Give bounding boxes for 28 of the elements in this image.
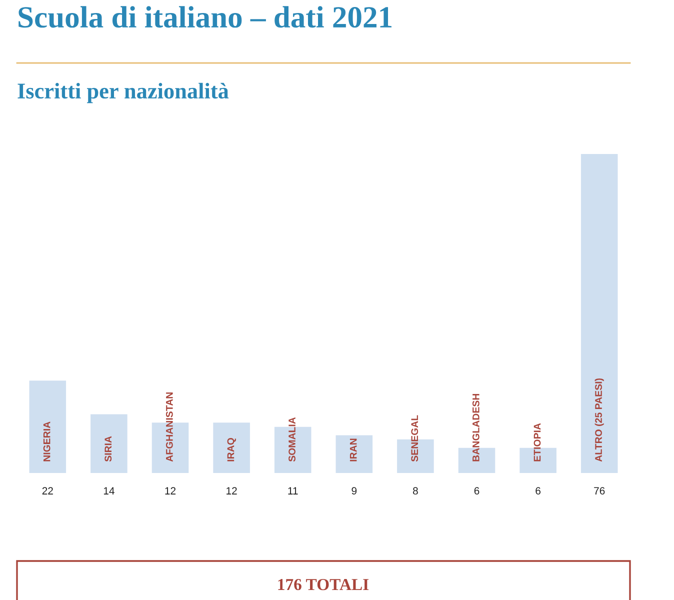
x-tick-label: IRAN: [350, 438, 357, 462]
text: 176 TOTALI: [278, 578, 369, 590]
data-label: 22: [42, 487, 53, 494]
data-label: 12: [226, 487, 237, 494]
x-tick-label: SOMALIA: [288, 417, 296, 462]
bar: [213, 422, 250, 473]
chart-title: Scuola di italiano – dati 2021: [18, 6, 392, 28]
data-label: 6: [536, 487, 540, 495]
bar: [90, 414, 128, 473]
data-label: 11: [288, 487, 298, 494]
data-label: 8: [413, 487, 418, 495]
data-label: 14: [104, 487, 114, 494]
x-tick-label: SENEGAL: [411, 415, 418, 462]
bar: [580, 154, 618, 473]
x-tick-label: NIGERIA: [43, 422, 50, 462]
x-tick-label: SIRIA: [104, 436, 112, 462]
data-label: 12: [165, 487, 176, 494]
x-tick-label: AFGHANISTAN: [166, 392, 173, 462]
x-tick-label: ETIOPIA: [534, 423, 541, 462]
chart-subtitle: Iscritti per nazionalità: [18, 82, 229, 104]
bar: [29, 380, 66, 473]
data-label: 6: [474, 487, 480, 495]
x-tick-label: BANGLADESH: [472, 394, 480, 462]
bar: [336, 435, 373, 473]
x-tick-label: ALTRO (25 PAESI): [594, 378, 604, 462]
x-tick-label: IRAQ: [227, 438, 236, 462]
data-label: 9: [352, 487, 357, 495]
data-label: 76: [594, 487, 605, 495]
